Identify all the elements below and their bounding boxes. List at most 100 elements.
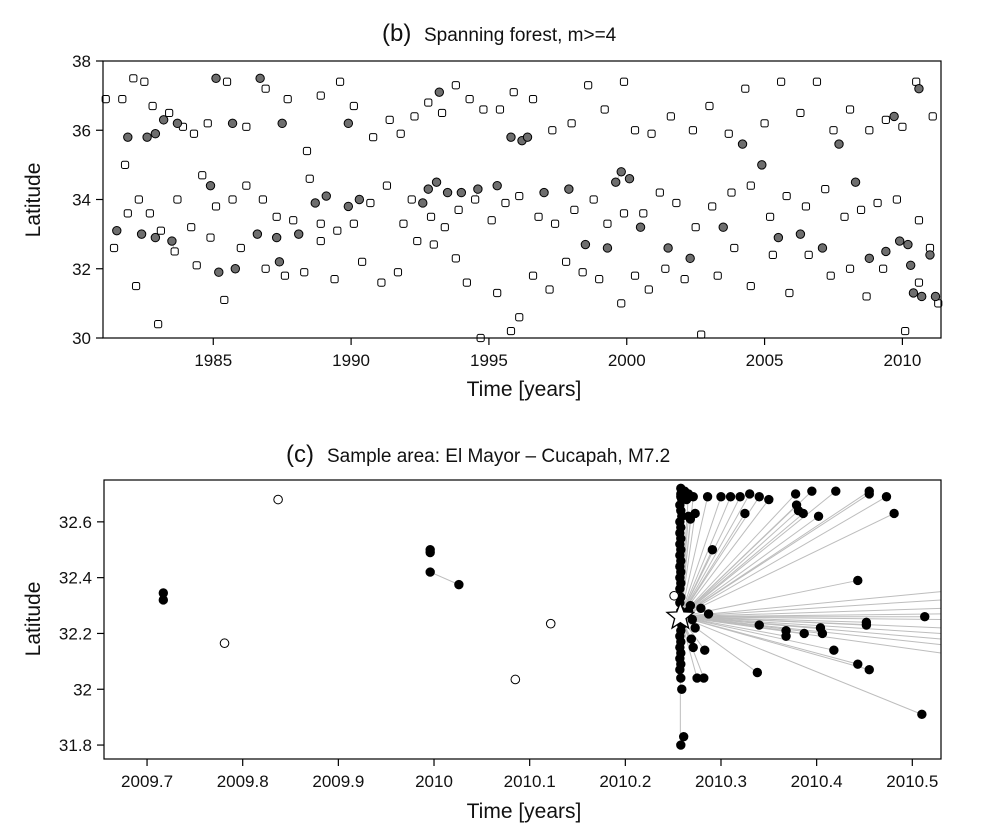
- panel-b-point-square: [619, 209, 629, 218]
- panel-b-point-square: [727, 188, 736, 197]
- panel-c-link: [680, 493, 870, 618]
- panel-b-point-circle: [894, 236, 905, 246]
- panel-b-point-square: [548, 126, 557, 135]
- panel-b-point-square: [760, 119, 769, 128]
- panel-b-point-square: [840, 212, 849, 221]
- panel-b-point-circle: [423, 184, 433, 194]
- panel-b-point-circle: [663, 243, 673, 253]
- panel-b-point-square: [280, 271, 290, 280]
- panel-b-point-square: [898, 122, 907, 131]
- panel-b-point-circle: [310, 198, 320, 208]
- panel-c-link: [680, 616, 787, 637]
- panel-c-point-filled: [725, 492, 736, 502]
- panel-c-point-filled: [752, 667, 763, 678]
- panel-b-point-square: [242, 122, 251, 131]
- panel-b-point-square: [156, 226, 165, 235]
- panel-c-point-filled: [864, 489, 874, 499]
- panel-c-point-filled: [917, 709, 927, 720]
- panel-b-point-square: [454, 205, 463, 214]
- panel-c-x-tick-label: 2010.3: [695, 772, 747, 791]
- panel-b-point-square: [302, 146, 312, 156]
- panel-b-point-square: [413, 236, 422, 246]
- panel-c-y-tick-label: 32: [73, 680, 92, 699]
- panel-c-point-filled: [735, 492, 745, 502]
- panel-b-point-square: [440, 223, 449, 232]
- panel-b-point-square: [515, 191, 524, 201]
- panel-b-point-square: [796, 108, 805, 118]
- panel-b-point-square: [829, 126, 838, 135]
- panel-b-point-circle: [616, 167, 626, 177]
- panel-b-point-square: [892, 195, 901, 204]
- panel-b-point-circle: [564, 184, 574, 194]
- panel-b-point-square: [741, 84, 750, 93]
- panel-c-x-label: Time [years]: [467, 800, 582, 823]
- panel-c-point-open: [545, 618, 556, 629]
- panel-b-point-square: [101, 94, 110, 104]
- panel-b-point-square: [487, 216, 496, 225]
- panel-b-point-square: [826, 271, 835, 280]
- panel-c-point-filled: [425, 567, 435, 577]
- panel-c-y-axis: 31.8 32 32.2 32.4 32.6: [59, 513, 104, 755]
- panel-c-link: [680, 616, 942, 646]
- panel-b-point-circle: [434, 87, 445, 97]
- panel-c-y-tick-label: 31.8: [59, 736, 92, 755]
- panel-b-point-square: [170, 247, 179, 256]
- panel-b-point-square: [528, 94, 538, 104]
- panel-b-point-circle: [431, 177, 442, 187]
- panel-b-point-square: [220, 295, 229, 305]
- panel-c-x-tick-label: 2009.7: [121, 772, 173, 791]
- panel-b-point-circle: [539, 187, 549, 198]
- panel-b-point-square: [206, 233, 215, 242]
- panel-b-point-square: [550, 219, 560, 228]
- panel-b-point-square: [672, 198, 681, 208]
- panel-c-point-filled: [813, 511, 824, 521]
- panel-c-link: [680, 616, 923, 715]
- panel-b-point-circle: [123, 132, 133, 142]
- panel-c-point-open: [669, 590, 679, 601]
- panel-b-point-square: [746, 281, 755, 291]
- panel-b-point-circle: [354, 194, 365, 205]
- panel-b-point-square: [349, 219, 358, 228]
- panel-b-point-square: [131, 281, 141, 291]
- panel-b-y-tick-label: 30: [72, 329, 91, 348]
- panel-c-link: [680, 616, 942, 634]
- panel-b-point-square: [437, 108, 447, 118]
- panel-c-point-filled: [861, 620, 872, 630]
- panel-b-point-square: [578, 268, 587, 277]
- panel-b-point-square: [705, 101, 714, 111]
- panel-b-point-circle: [211, 73, 221, 84]
- panel-b-point-square: [109, 243, 119, 253]
- panel-b-x-axis: 1985 1990 1995 2000 2005 2010: [194, 338, 921, 370]
- panel-b-point-square: [534, 212, 543, 221]
- panel-b-point-square: [407, 195, 416, 204]
- panel-c-point-filled: [425, 547, 435, 558]
- panel-b-point-square: [567, 119, 576, 128]
- panel-c-link: [680, 607, 942, 618]
- panel-c-link: [679, 504, 797, 618]
- panel-b-point-square: [821, 185, 830, 194]
- panel-c-point-filled: [454, 579, 464, 590]
- panel-b-point-square: [865, 126, 874, 135]
- panel-b-point-square: [545, 285, 554, 294]
- panel-b-point-square: [630, 126, 640, 135]
- panel-b-point-circle: [172, 118, 183, 129]
- panel-b-point-square: [366, 198, 375, 208]
- panel-c-point-filled: [686, 634, 697, 644]
- panel-b-point-circle: [881, 246, 891, 257]
- panel-c-link: [680, 616, 942, 654]
- panel-b-point-square: [228, 195, 237, 204]
- panel-b-point-square: [661, 264, 670, 273]
- panel-b-point-circle: [522, 132, 533, 142]
- panel-b-point-circle: [850, 177, 861, 187]
- panel-b-y-label: Latitude: [22, 163, 45, 238]
- panel-b-point-circle: [255, 73, 265, 84]
- panel-b-point-circle: [580, 239, 591, 250]
- panel-b-point-square: [782, 191, 791, 201]
- panel-b-y-tick-label: 34: [72, 191, 91, 210]
- panel-b-point-square: [462, 278, 471, 287]
- panel-c-link: [680, 496, 887, 618]
- panel-b-point-square: [211, 202, 221, 211]
- panel-b-point-circle: [252, 229, 263, 239]
- panel-b-point-square: [198, 171, 207, 180]
- panel-b-point-circle: [167, 236, 177, 246]
